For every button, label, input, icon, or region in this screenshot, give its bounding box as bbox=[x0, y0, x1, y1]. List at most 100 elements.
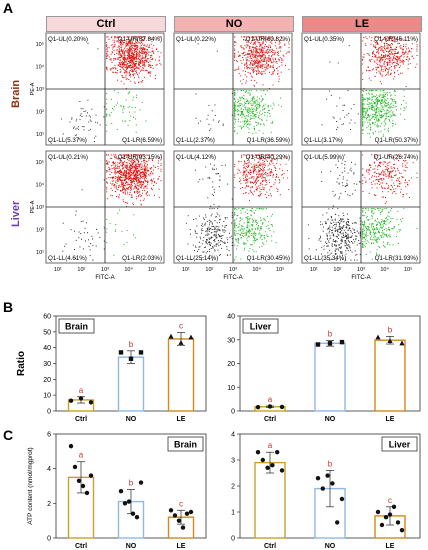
flow-event-dot bbox=[374, 238, 376, 240]
flow-event-dot bbox=[373, 227, 375, 229]
flow-event-dot bbox=[371, 56, 373, 57]
flow-event-dot bbox=[234, 115, 236, 117]
flow-event-dot bbox=[271, 48, 273, 50]
flow-event-dot bbox=[254, 159, 256, 161]
flow-event-dot bbox=[384, 56, 386, 58]
flow-event-dot bbox=[197, 43, 199, 45]
flow-event-dot bbox=[234, 224, 236, 226]
flow-event-dot bbox=[127, 154, 129, 156]
flow-event-dot bbox=[113, 154, 115, 156]
flow-event-dot bbox=[278, 43, 280, 45]
flow-event-dot bbox=[247, 159, 249, 161]
flow-event-dot bbox=[189, 229, 191, 230]
flow-event-dot bbox=[386, 47, 388, 49]
flow-event-dot bbox=[244, 104, 245, 106]
flow-event-dot bbox=[147, 61, 149, 63]
flow-event-dot bbox=[124, 193, 126, 195]
flow-event-dot bbox=[246, 179, 248, 181]
flow-event-dot bbox=[288, 51, 290, 53]
flow-event-dot bbox=[362, 59, 364, 61]
flow-event-dot bbox=[130, 181, 132, 183]
flow-event-dot bbox=[402, 218, 404, 219]
flow-event-dot bbox=[251, 186, 253, 187]
flow-event-dot bbox=[264, 173, 266, 175]
flow-event-dot bbox=[151, 180, 153, 182]
flow-event-dot bbox=[251, 118, 253, 119]
flow-event-dot bbox=[255, 219, 257, 221]
flow-event-dot bbox=[389, 189, 391, 190]
flow-event-dot bbox=[389, 61, 391, 63]
flow-event-dot bbox=[227, 254, 229, 256]
flow-event-dot bbox=[128, 53, 130, 55]
flow-event-dot bbox=[381, 187, 383, 189]
flow-event-dot bbox=[255, 155, 257, 156]
flow-event-dot bbox=[143, 182, 145, 184]
flow-event-dot bbox=[389, 259, 391, 261]
flow-event-dot bbox=[120, 63, 121, 65]
flow-event-dot bbox=[362, 111, 364, 112]
flow-event-dot bbox=[389, 44, 391, 46]
flow-event-dot bbox=[272, 71, 274, 73]
flow-event-dot bbox=[369, 59, 371, 61]
flow-event-dot bbox=[147, 167, 149, 169]
flow-event-dot bbox=[253, 113, 255, 115]
flow-event-dot bbox=[149, 168, 151, 170]
flow-event-dot bbox=[128, 179, 130, 181]
flow-event-dot bbox=[261, 109, 263, 111]
flow-event-dot bbox=[208, 176, 210, 178]
flow-event-dot bbox=[87, 99, 89, 101]
flow-event-dot bbox=[253, 231, 255, 233]
flow-event-dot bbox=[237, 172, 239, 174]
flow-event-dot bbox=[128, 54, 130, 56]
flow-event-dot bbox=[264, 114, 266, 116]
flow-event-dot bbox=[390, 59, 392, 61]
flow-event-dot bbox=[384, 202, 386, 204]
flow-event-dot bbox=[246, 59, 248, 61]
flow-event-dot bbox=[372, 51, 374, 53]
flow-event-dot bbox=[263, 104, 264, 106]
flow-event-dot bbox=[362, 113, 364, 115]
flow-event-dot bbox=[382, 225, 384, 227]
flow-event-dot bbox=[273, 69, 275, 71]
flow-event-dot bbox=[243, 208, 245, 210]
flow-event-dot bbox=[372, 68, 374, 70]
flow-event-dot bbox=[245, 109, 247, 111]
flow-event-dot bbox=[129, 73, 131, 75]
flow-event-dot bbox=[246, 209, 248, 211]
flow-event-dot bbox=[241, 233, 243, 235]
flow-event-dot bbox=[265, 226, 267, 228]
flow-event-dot bbox=[272, 174, 274, 176]
flow-event-dot bbox=[241, 154, 242, 156]
flow-event-dot bbox=[282, 39, 284, 41]
flow-event-dot bbox=[277, 190, 279, 192]
flow-event-dot bbox=[209, 129, 211, 131]
flow-event-dot bbox=[253, 69, 255, 71]
flow-event-dot bbox=[263, 187, 265, 189]
flow-event-dot bbox=[215, 216, 217, 217]
flow-event-dot bbox=[205, 234, 207, 236]
flow-event-dot bbox=[383, 55, 385, 57]
flow-event-dot bbox=[344, 116, 346, 118]
flow-event-dot bbox=[367, 114, 369, 116]
flow-event-dot bbox=[375, 66, 377, 68]
flow-event-dot bbox=[262, 98, 264, 99]
flow-event-dot bbox=[258, 52, 260, 54]
flow-event-dot bbox=[391, 227, 393, 229]
flow-event-dot bbox=[120, 54, 122, 56]
flow-event-dot bbox=[137, 39, 138, 41]
flow-event-dot bbox=[243, 167, 245, 169]
flow-event-dot bbox=[394, 61, 396, 63]
flow-event-dot bbox=[123, 61, 125, 63]
flow-event-dot bbox=[379, 62, 381, 64]
quadrant-label-ur: Q1-UR(60.82%) bbox=[246, 36, 290, 43]
flow-event-dot bbox=[245, 125, 247, 127]
flow-y-tick-label: 10¹ bbox=[36, 132, 44, 138]
flow-event-dot bbox=[261, 228, 263, 230]
flow-event-dot bbox=[123, 51, 125, 53]
flow-event-dot bbox=[133, 214, 135, 216]
flow-event-dot bbox=[237, 105, 239, 107]
flow-event-dot bbox=[400, 61, 402, 63]
flow-event-dot bbox=[377, 231, 379, 233]
flow-event-dot bbox=[254, 240, 256, 242]
flow-event-dot bbox=[385, 227, 387, 229]
